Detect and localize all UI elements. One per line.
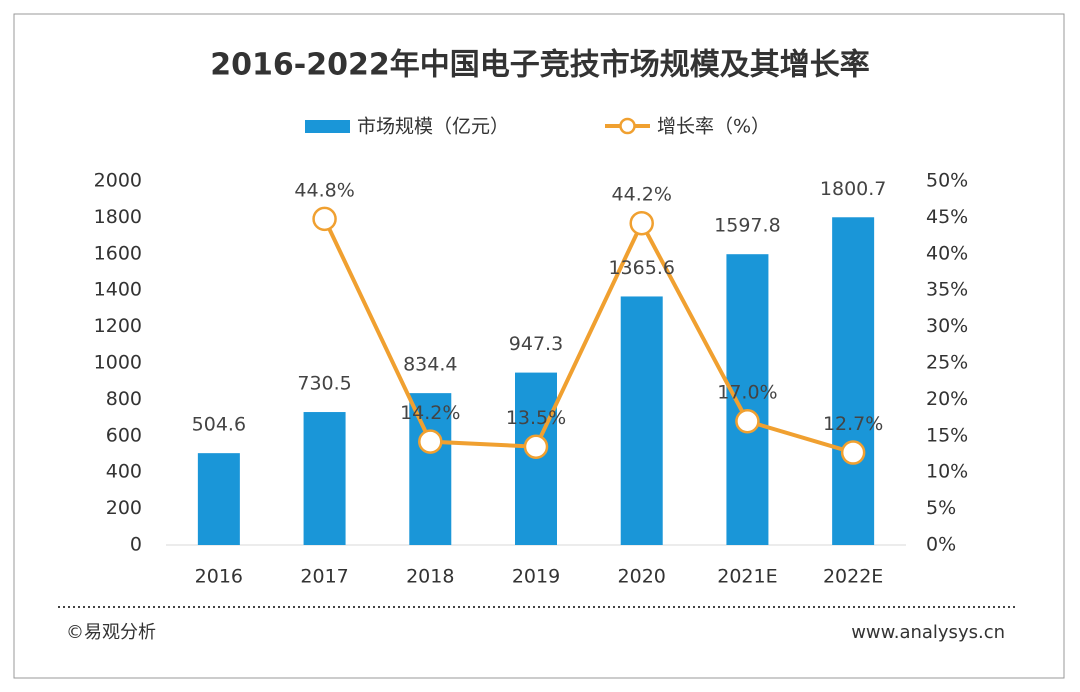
x-tick-label: 2021E bbox=[717, 566, 777, 588]
y-tick-label: 1400 bbox=[94, 279, 142, 301]
y-tick-label: 1000 bbox=[94, 352, 142, 374]
data-label: 1365.6 bbox=[608, 257, 674, 279]
data-label: 730.5 bbox=[297, 373, 351, 395]
data-label: 17.0% bbox=[717, 382, 777, 404]
bar bbox=[303, 412, 346, 545]
y2-tick-label: 20% bbox=[926, 388, 968, 410]
data-label: 44.2% bbox=[612, 184, 672, 206]
bar bbox=[832, 217, 875, 546]
line-marker bbox=[629, 210, 654, 236]
y-tick-label: 400 bbox=[106, 461, 142, 483]
y-tick-label: 1800 bbox=[94, 206, 142, 228]
y2-tick-label: 30% bbox=[926, 315, 968, 337]
line-marker bbox=[735, 408, 760, 434]
data-label: 13.5% bbox=[506, 407, 566, 429]
legend-swatch bbox=[305, 120, 350, 133]
y2-tick-label: 10% bbox=[926, 461, 968, 483]
data-label: 44.8% bbox=[294, 179, 354, 201]
x-tick-label: 2019 bbox=[512, 566, 560, 588]
data-label: 14.2% bbox=[400, 402, 460, 424]
x-tick-label: 2017 bbox=[300, 566, 348, 588]
data-label: 1800.7 bbox=[820, 178, 886, 200]
y-tick-label: 0 bbox=[130, 534, 142, 556]
x-tick-label: 2022E bbox=[823, 566, 883, 588]
line-marker bbox=[840, 440, 866, 465]
y2-tick-label: 5% bbox=[926, 497, 956, 519]
line-marker bbox=[312, 206, 337, 232]
chart-title: 2016-2022年中国电子竞技市场规模及其增长率 bbox=[210, 48, 869, 83]
legend-label: 市场规模（亿元） bbox=[357, 116, 509, 138]
bar bbox=[197, 453, 240, 545]
x-tick-label: 2020 bbox=[618, 566, 666, 588]
legend-marker bbox=[619, 117, 636, 135]
data-label: 12.7% bbox=[823, 413, 883, 435]
y2-tick-label: 35% bbox=[926, 279, 968, 301]
data-label: 504.6 bbox=[192, 414, 246, 436]
bar bbox=[620, 296, 663, 545]
bar bbox=[409, 393, 452, 545]
y2-tick-label: 25% bbox=[926, 352, 968, 374]
y-tick-label: 1200 bbox=[94, 315, 142, 337]
legend-label: 增长率（%） bbox=[657, 116, 770, 138]
data-label: 834.4 bbox=[403, 354, 457, 376]
x-tick-label: 2018 bbox=[406, 566, 454, 588]
data-label: 1597.8 bbox=[714, 215, 780, 237]
frame bbox=[13, 13, 1065, 679]
y2-tick-label: 45% bbox=[926, 206, 968, 228]
y-tick-label: 600 bbox=[106, 424, 142, 446]
footer-source: ©易观分析 bbox=[66, 622, 156, 643]
y-tick-label: 200 bbox=[106, 497, 142, 519]
y2-tick-label: 40% bbox=[926, 242, 968, 264]
x-tick-label: 2016 bbox=[195, 566, 243, 588]
line bbox=[322, 217, 854, 455]
footer-website: www.analysys.cn bbox=[851, 622, 1005, 643]
line-marker bbox=[523, 434, 549, 459]
data-label: 947.3 bbox=[509, 333, 563, 355]
y-tick-label: 800 bbox=[106, 388, 142, 410]
y-tick-label: 2000 bbox=[94, 170, 142, 192]
bar bbox=[726, 254, 769, 546]
y2-tick-label: 50% bbox=[926, 170, 968, 192]
line-marker bbox=[418, 429, 443, 454]
y2-tick-label: 0% bbox=[926, 534, 956, 556]
y2-tick-label: 15% bbox=[926, 424, 968, 446]
y-tick-label: 1600 bbox=[94, 242, 142, 264]
